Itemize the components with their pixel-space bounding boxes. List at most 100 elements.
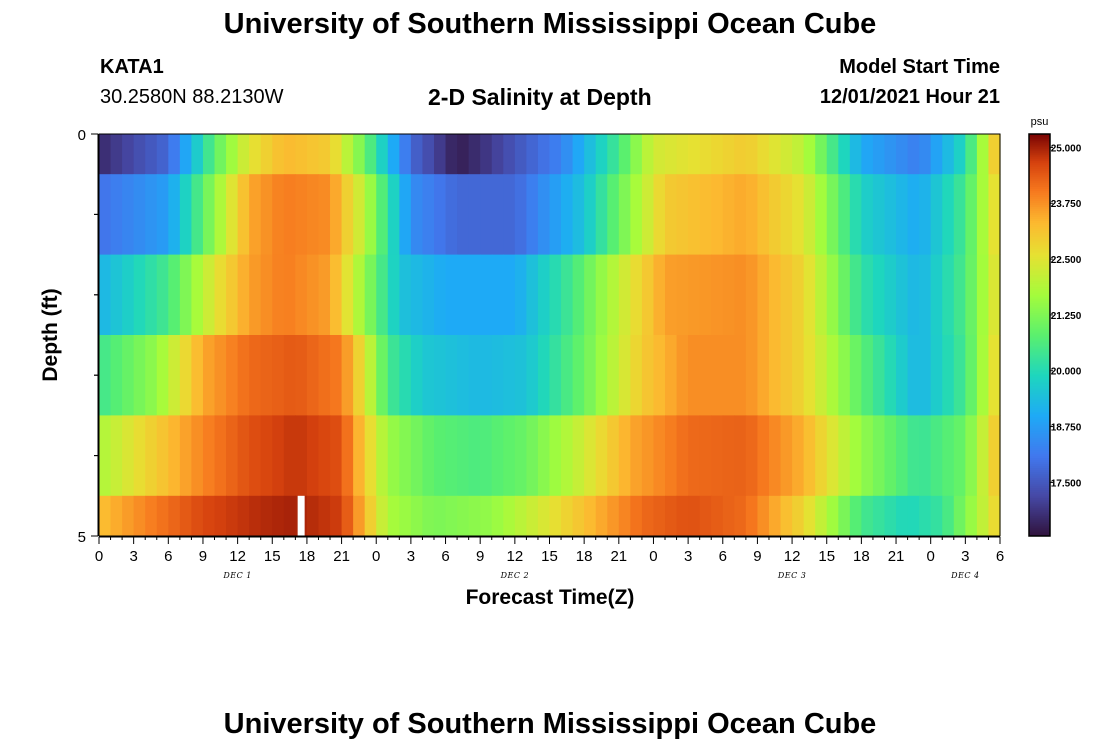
- heatmap-cell: [330, 134, 343, 175]
- colorbar-segment: [1029, 320, 1050, 324]
- heatmap-cell: [838, 174, 851, 255]
- colorbar-tick-label: 21.250: [1051, 311, 1082, 322]
- heatmap-cell: [861, 495, 874, 537]
- colorbar-segment: [1029, 499, 1050, 503]
- colorbar-segment: [1029, 399, 1050, 402]
- heatmap-cell: [341, 174, 354, 255]
- colorbar-segment: [1029, 180, 1050, 183]
- colorbar-segment: [1029, 341, 1050, 344]
- colorbar-segment: [1029, 403, 1050, 406]
- heatmap-cell: [595, 495, 608, 537]
- heatmap-cell: [584, 254, 597, 336]
- heatmap-cell: [803, 134, 816, 175]
- colorbar-segment: [1029, 435, 1050, 439]
- x-tick-label: 15: [818, 548, 835, 565]
- heatmap-cell: [792, 415, 805, 497]
- heatmap-cell: [399, 495, 412, 537]
- heatmap-cell: [99, 335, 112, 416]
- colorbar-segment: [1029, 256, 1050, 260]
- colorbar-segment: [1029, 415, 1050, 418]
- heatmap-cell: [410, 335, 424, 416]
- colorbar-segment: [1029, 351, 1050, 354]
- heatmap-cell: [549, 134, 562, 175]
- x-tick-label: 3: [129, 548, 137, 565]
- heatmap-cell: [930, 134, 943, 175]
- heatmap-cell: [872, 335, 886, 416]
- heatmap-cell: [584, 335, 597, 416]
- colorbar-segment: [1029, 529, 1050, 533]
- colorbar-segment: [1029, 204, 1050, 207]
- x-date-label: DEC 4: [950, 571, 980, 580]
- heatmap-cell: [514, 254, 527, 336]
- colorbar-segment: [1029, 284, 1050, 288]
- x-tick-label: 3: [407, 548, 415, 565]
- colorbar-segment: [1029, 162, 1050, 165]
- colorbar-segment: [1029, 328, 1050, 332]
- heatmap-cell: [653, 134, 666, 175]
- heatmap-cell: [226, 254, 239, 336]
- x-tick-label: 12: [507, 548, 524, 565]
- colorbar-segment: [1029, 136, 1050, 139]
- heatmap-cell: [734, 174, 747, 255]
- heatmap-cell: [168, 174, 181, 255]
- colorbar-tick-label: 18.750: [1051, 423, 1082, 434]
- colorbar-segment: [1029, 220, 1050, 223]
- colorbar-segment: [1029, 395, 1050, 398]
- heatmap-cell: [561, 134, 574, 175]
- colorbar-segment: [1029, 493, 1050, 497]
- colorbar-segment: [1029, 441, 1050, 445]
- heatmap-cell: [745, 134, 759, 175]
- colorbar-segment: [1029, 214, 1050, 217]
- heatmap-cell: [665, 134, 678, 175]
- heatmap-cell: [792, 174, 805, 255]
- heatmap-cell: [156, 254, 169, 336]
- colorbar-segment: [1029, 345, 1050, 348]
- heatmap-cell: [202, 174, 216, 255]
- heatmap-cell: [618, 415, 631, 497]
- heatmap-cell: [792, 495, 805, 537]
- colorbar-segment: [1029, 433, 1050, 436]
- x-tick-label: 6: [441, 548, 449, 565]
- heatmap-cell: [826, 335, 839, 416]
- heatmap-cell: [930, 495, 943, 537]
- heatmap-cell: [607, 254, 620, 336]
- colorbar-segment: [1029, 439, 1050, 443]
- colorbar-segment: [1029, 423, 1050, 426]
- colorbar-segment: [1029, 238, 1050, 242]
- heatmap-cell: [468, 174, 481, 255]
- heatmap-cell: [480, 174, 493, 255]
- heatmap-cell: [907, 415, 920, 497]
- model-start-label: Model Start Time: [839, 56, 1000, 78]
- heatmap-cell: [618, 335, 631, 416]
- x-axis: 0 3 6 9 12 15 18 21 0 3 6 9 12 15 18 21 0 3 6 9 12 15 18 21 0 3 6 D…: [95, 536, 1004, 580]
- x-axis-label: Forecast Time(Z): [466, 586, 635, 609]
- colorbar-segment: [1029, 357, 1050, 360]
- heatmap-cell: [364, 495, 377, 537]
- colorbar-segment: [1029, 148, 1050, 151]
- heatmap-cell: [919, 495, 932, 537]
- heatmap-cell: [711, 335, 724, 416]
- heatmap-cell: [122, 415, 135, 497]
- current-time-marker-group: [297, 495, 305, 536]
- heatmap-cell: [191, 134, 204, 175]
- heatmap-cell: [953, 415, 966, 497]
- heatmap-cell: [376, 254, 389, 336]
- heatmap-cell: [272, 254, 285, 336]
- colorbar-segment: [1029, 264, 1050, 268]
- colorbar-segment: [1029, 260, 1050, 264]
- heatmap-cell: [260, 415, 273, 497]
- colorbar-tick-label: 23.750: [1051, 199, 1082, 210]
- heatmap-cell: [688, 134, 701, 175]
- heatmap-cell: [942, 134, 955, 175]
- colorbar-segment: [1029, 246, 1050, 250]
- heatmap-cell: [214, 415, 227, 497]
- heatmap-cell: [595, 415, 608, 497]
- colorbar-segment: [1029, 330, 1050, 334]
- heatmap-cell: [942, 254, 955, 336]
- colorbar-unit: psu: [1031, 116, 1049, 128]
- heatmap-cell: [272, 134, 285, 175]
- colorbar-segment: [1029, 509, 1050, 513]
- heatmap-cell: [410, 134, 424, 175]
- heatmap-cell: [676, 415, 689, 497]
- colorbar-segment: [1029, 413, 1050, 416]
